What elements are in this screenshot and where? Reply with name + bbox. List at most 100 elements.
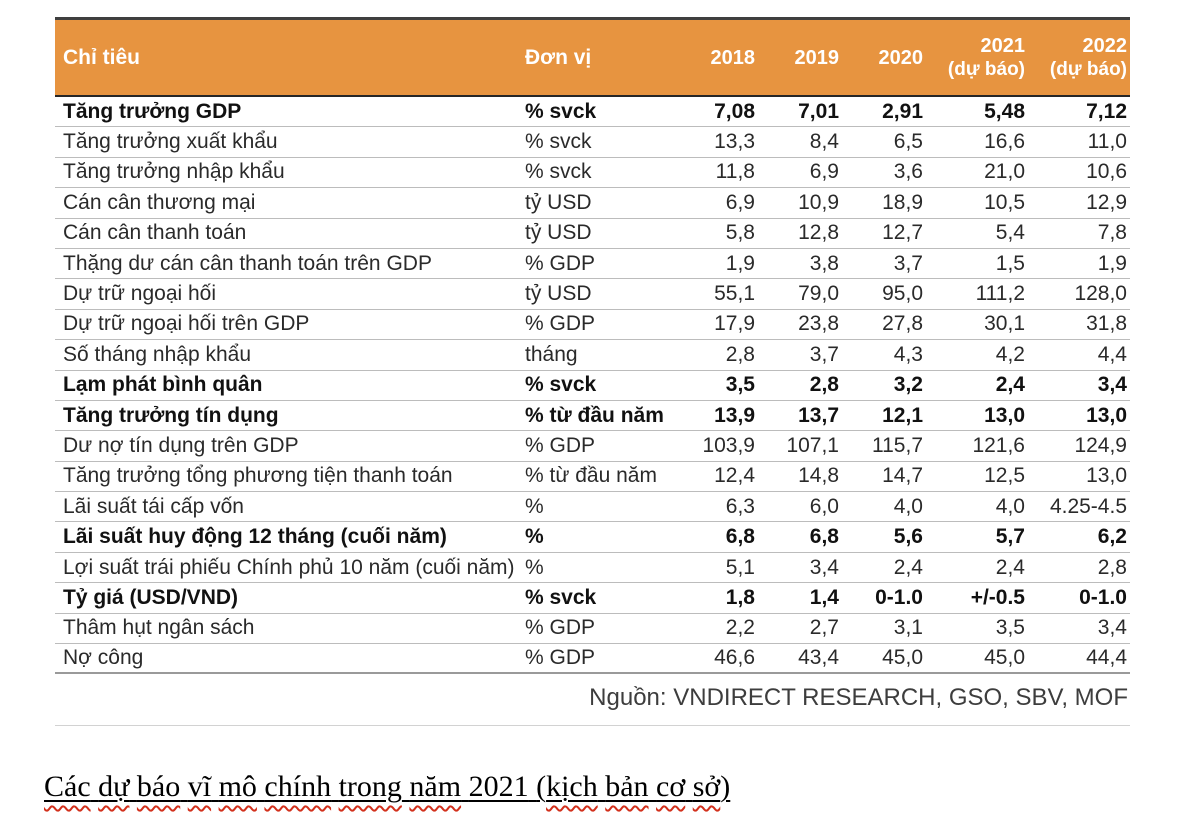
- table-body: Tăng trưởng GDP % svck 7,08 7,01 2,91 5,48 7,1…: [55, 97, 1130, 675]
- source-attribution: Nguồn: VNDIRECT RESEARCH, GSO, SBV, MOF: [55, 674, 1130, 727]
- row-value: 6,9: [725, 190, 755, 214]
- caption-word-misspelled: bản: [605, 770, 649, 803]
- table-row: Lãi suất huy động 12 tháng (cuối năm)% 6,…: [55, 522, 1130, 553]
- caption-word: ): [720, 770, 731, 803]
- year-label: 2021: [980, 34, 1026, 57]
- year-sublabel: (dự báo): [1049, 58, 1127, 80]
- row-value: 13,9: [714, 403, 755, 427]
- figure-caption: Các dự báo vĩ mô chính trong năm 2021 (k…: [44, 770, 730, 804]
- row-value: 21,0: [984, 160, 1025, 184]
- row-value: 44,4: [1086, 646, 1127, 670]
- row-value: 3,4: [1097, 373, 1127, 397]
- row-value: 18,9: [882, 190, 923, 214]
- row-value: 0-1.0: [875, 585, 923, 609]
- header-unit-label: Đơn vị: [525, 45, 592, 69]
- table-row: Thâm hụt ngân sách % GDP 2,2 2,7 3,1 3,5 3,4: [55, 614, 1130, 645]
- header-cell-year-2018: 2018: [677, 20, 761, 95]
- row-value: 5,8: [725, 221, 755, 245]
- table-header-row: Chỉ tiêu Đơn vị 2018 2019 2020 2021 (dự …: [55, 17, 1130, 97]
- table-row: Tăng trưởng tổng phương tiện thanh toán%…: [55, 462, 1130, 493]
- row-value: 3,7: [893, 251, 923, 275]
- row-value: 121,6: [972, 433, 1025, 457]
- table-row: Lãi suất tái cấp vốn% 6,3 6,0 4,0 4,0 4.25-4.…: [55, 492, 1130, 523]
- row-value: 23,8: [798, 312, 839, 336]
- row-value: 1,4: [809, 585, 839, 609]
- caption-word-misspelled: trong: [338, 770, 402, 803]
- table-row: Tăng trưởng tín dụng % từ đầu năm 13,9 13,7…: [55, 401, 1130, 432]
- row-value: 111,2: [975, 282, 1025, 306]
- row-value: 12,4: [714, 464, 755, 488]
- caption-word-misspelled: mô: [218, 770, 257, 803]
- row-unit: tỷ USD: [525, 282, 592, 306]
- row-unit: %: [525, 555, 544, 579]
- row-value: 11,8: [715, 160, 755, 184]
- row-value: 5,1: [725, 555, 755, 579]
- row-value: 3,7: [809, 342, 839, 366]
- row-value: 16,6: [984, 130, 1025, 154]
- row-value: 31,8: [1086, 312, 1127, 336]
- row-value: 12,5: [984, 464, 1025, 488]
- row-value: 95,0: [882, 282, 923, 306]
- row-value: 2,4: [995, 373, 1025, 397]
- row-value: 2,8: [725, 342, 755, 366]
- row-indicator-label: Cán cân thanh toán: [63, 221, 247, 245]
- row-indicator-label: Tăng trưởng tổng phương tiện thanh toán: [63, 464, 453, 488]
- row-value: 79,0: [798, 282, 839, 306]
- row-value: 27,8: [882, 312, 923, 336]
- row-value: 2,4: [893, 555, 923, 579]
- header-cell-unit: Đơn vị: [525, 20, 677, 95]
- row-value: 124,9: [1074, 433, 1127, 457]
- row-indicator-label: Tỷ giá (USD/VND): [63, 585, 239, 609]
- row-indicator-label: Dự trữ ngoại hối trên GDP: [63, 312, 310, 336]
- row-value: 7,01: [798, 99, 839, 123]
- row-value: 3,1: [893, 616, 923, 640]
- row-value: 6,5: [893, 130, 923, 154]
- row-value: 4.25-4.5: [1049, 494, 1127, 518]
- row-value: 6,8: [725, 525, 755, 549]
- row-value: 2,2: [725, 616, 755, 640]
- row-value: 13,3: [714, 130, 755, 154]
- row-indicator-label: Tăng trưởng GDP: [63, 99, 242, 123]
- row-unit: % từ đầu năm: [525, 403, 664, 427]
- row-value: 103,9: [702, 433, 755, 457]
- row-value: 8,4: [809, 130, 839, 154]
- caption-word: 2021: [468, 770, 529, 803]
- row-indicator-label: Tăng trưởng nhập khẩu: [63, 160, 285, 184]
- row-value: 13,0: [1086, 464, 1127, 488]
- year-label: 2020: [878, 46, 924, 69]
- row-value: 3,5: [995, 616, 1025, 640]
- row-value: 1,8: [725, 585, 755, 609]
- row-value: 45,0: [984, 646, 1025, 670]
- row-value: 5,4: [995, 221, 1025, 245]
- row-unit: tỷ USD: [525, 221, 592, 245]
- row-value: 7,8: [1097, 221, 1127, 245]
- table-row: Tăng trưởng xuất khẩu % svck 13,3 8,4 6,5 16,…: [55, 127, 1130, 158]
- row-value: 4,2: [995, 342, 1025, 366]
- row-value: 6,0: [809, 494, 839, 518]
- header-cell-year-2020: 2020: [845, 20, 929, 95]
- table-row: Thặng dư cán cân thanh toán trên GDP % GD…: [55, 249, 1130, 280]
- caption-word-misspelled: sở: [692, 770, 721, 803]
- row-value: 12,8: [798, 221, 839, 245]
- row-indicator-label: Dư nợ tín dụng trên GDP: [63, 433, 299, 457]
- row-value: 55,1: [714, 282, 755, 306]
- table-row: Dư nợ tín dụng trên GDP % GDP 103,9 107,1 11…: [55, 431, 1130, 462]
- row-value: 3,4: [809, 555, 839, 579]
- row-value: 1,9: [725, 251, 755, 275]
- row-value: 14,7: [882, 464, 923, 488]
- row-value: 6,8: [809, 525, 839, 549]
- year-sublabel: (dự báo): [947, 58, 1025, 80]
- row-indicator-label: Tăng trưởng tín dụng: [63, 403, 279, 427]
- row-value: 4,4: [1097, 342, 1127, 366]
- row-unit: tháng: [525, 342, 578, 366]
- row-unit: % svck: [525, 373, 597, 397]
- row-value: 13,0: [1086, 403, 1127, 427]
- row-unit: % svck: [525, 585, 597, 609]
- row-value: 4,0: [893, 494, 923, 518]
- row-value: 46,6: [714, 646, 755, 670]
- caption-word-misspelled: chính: [264, 770, 332, 803]
- row-value: 13,0: [984, 403, 1025, 427]
- row-value: 3,4: [1097, 616, 1127, 640]
- row-value: 3,6: [893, 160, 923, 184]
- row-value: 2,91: [882, 99, 923, 123]
